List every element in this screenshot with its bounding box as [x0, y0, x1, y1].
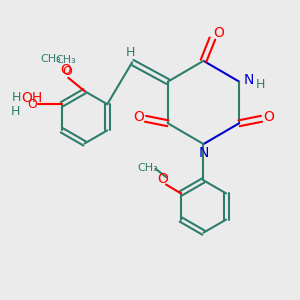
Text: O: O	[27, 98, 37, 111]
Text: O: O	[214, 26, 224, 40]
Text: O: O	[61, 63, 72, 77]
Text: H: H	[11, 105, 21, 118]
Text: O: O	[263, 110, 274, 124]
Text: CH₃: CH₃	[138, 163, 158, 173]
Text: N: N	[198, 146, 209, 160]
Text: O: O	[62, 65, 72, 78]
Text: H: H	[12, 91, 22, 104]
Text: OH: OH	[21, 91, 42, 105]
Text: N: N	[244, 73, 254, 87]
Text: O: O	[133, 110, 144, 124]
Text: CH₃: CH₃	[56, 55, 76, 65]
Text: H: H	[256, 78, 265, 91]
Text: O: O	[157, 172, 168, 185]
Text: H: H	[126, 46, 135, 59]
Text: CH₃: CH₃	[40, 54, 61, 64]
